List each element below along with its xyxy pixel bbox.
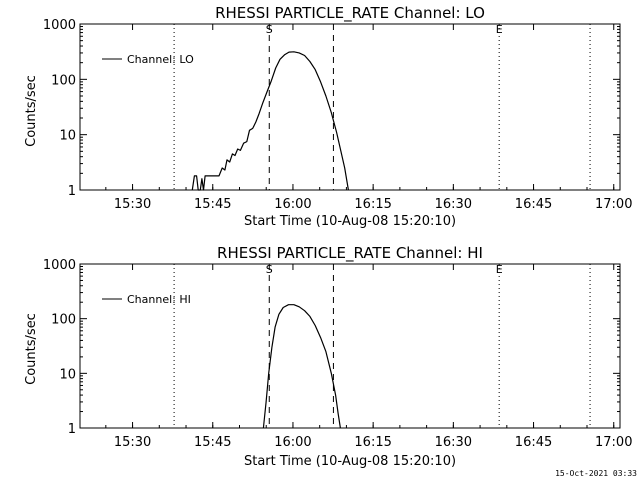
hi-legend-label: Channel: HI (127, 293, 191, 306)
lo-channel-panel: RHESSI PARTICLE_RATE Channel: LO Start T… (24, 4, 632, 229)
lo-x-tick-label-2: 16:00 (274, 197, 311, 212)
lo-y-tick-label-2: 100 (51, 73, 76, 88)
hi-marker-s: S (266, 263, 273, 276)
lo-y-tick-label-3: 1000 (43, 18, 76, 33)
hi-x-axis-label: Start Time (10-Aug-08 15:20:10) (244, 454, 456, 469)
lo-x-tick-label-4: 16:30 (435, 197, 472, 212)
hi-chart-title: RHESSI PARTICLE_RATE Channel: HI (217, 244, 483, 263)
hi-series-line (262, 304, 341, 429)
lo-y-tick-label-1: 10 (59, 129, 76, 144)
lo-chart-title: RHESSI PARTICLE_RATE Channel: LO (215, 4, 485, 23)
hi-plot-frame (79, 263, 621, 429)
lo-series-line (191, 51, 349, 191)
hi-x-tick-label-3: 16:15 (354, 435, 391, 450)
lo-y-axis-label: Counts/sec (24, 75, 39, 147)
hi-x-tick-label-4: 16:30 (435, 435, 472, 450)
hi-y-tick-label-3: 1000 (43, 258, 76, 273)
hi-y-tick-label-0: 1 (68, 422, 76, 437)
lo-marker-e: E (496, 23, 503, 36)
lo-x-tick-label-6: 17:00 (595, 197, 632, 212)
lo-plot-frame (79, 23, 621, 191)
lo-x-tick-label-5: 16:45 (515, 197, 552, 212)
hi-y-tick-label-1: 10 (59, 367, 76, 382)
hi-x-tick-label-6: 17:00 (595, 435, 632, 450)
hi-channel-panel: RHESSI PARTICLE_RATE Channel: HI Start T… (24, 244, 632, 469)
hi-y-tick-label-2: 100 (51, 313, 76, 328)
lo-x-tick-label-1: 15:45 (194, 197, 231, 212)
generation-timestamp: 15-Oct-2021 03:33 (555, 469, 637, 478)
lo-y-tick-label-0: 1 (68, 184, 76, 199)
hi-x-tick-label-5: 16:45 (515, 435, 552, 450)
lo-x-tick-label-3: 16:15 (354, 197, 391, 212)
hi-marker-e: E (496, 263, 503, 276)
lo-marker-s: S (266, 23, 273, 36)
lo-legend-label: Channel: LO (127, 53, 194, 66)
lo-x-axis-label: Start Time (10-Aug-08 15:20:10) (244, 214, 456, 229)
hi-x-tick-label-0: 15:30 (114, 435, 151, 450)
hi-x-tick-label-2: 16:00 (274, 435, 311, 450)
hi-y-axis-label: Counts/sec (24, 313, 39, 385)
hi-x-tick-label-1: 15:45 (194, 435, 231, 450)
lo-x-tick-label-0: 15:30 (114, 197, 151, 212)
